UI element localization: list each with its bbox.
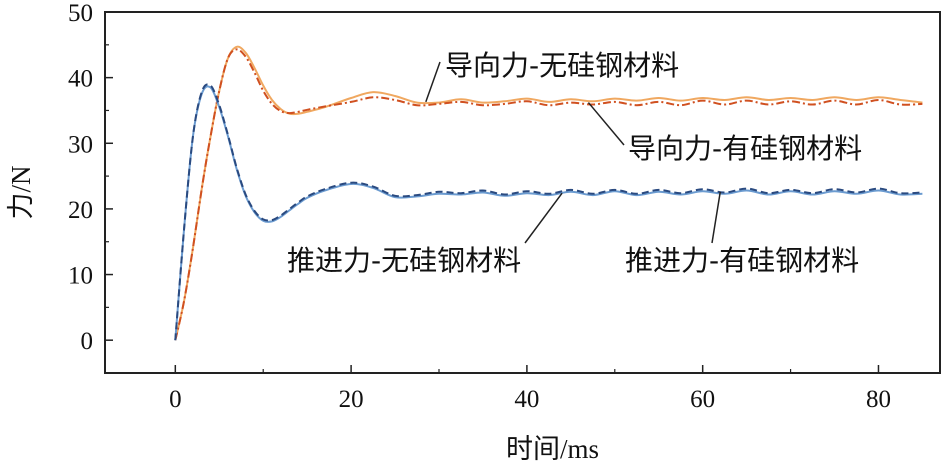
series-thrust-with-steel <box>174 83 923 341</box>
y-tick-label: 0 <box>81 328 94 355</box>
x-tick-label: 20 <box>339 386 364 413</box>
series-thrust-without-steel <box>174 85 923 341</box>
annotation-thrust-with-steel: 推进力-有硅钢材料 <box>625 244 859 277</box>
y-tick-label: 40 <box>68 66 93 93</box>
callout-line <box>587 102 625 146</box>
annotation-guide-force-without-steel: 导向力-无硅钢材料 <box>445 49 679 82</box>
annotation-thrust-without-steel: 推进力-无硅钢材料 <box>287 244 521 277</box>
ticks-layer: 0 20 40 60 80 0 10 20 30 40 50 <box>68 0 891 413</box>
series-guide-force-without-steel <box>174 45 923 341</box>
callout-layer <box>425 61 722 244</box>
callout-line <box>425 61 441 103</box>
x-axis-title: 时间/ms <box>506 434 599 464</box>
x-tick-label: 60 <box>690 386 715 413</box>
y-tick-label: 30 <box>68 131 93 158</box>
callout-line <box>524 192 563 244</box>
callout-line <box>711 191 722 244</box>
series-guide-force-with-steel <box>174 48 923 341</box>
plot-area-frame <box>104 11 941 374</box>
y-tick-label: 10 <box>68 263 93 290</box>
x-tick-label: 80 <box>866 386 891 413</box>
y-axis-title: 力/N <box>6 166 36 220</box>
annotation-guide-force-with-steel: 导向力-有硅钢材料 <box>628 132 862 165</box>
x-tick-label: 40 <box>514 386 539 413</box>
series-layer <box>174 45 923 341</box>
y-tick-label: 50 <box>68 0 93 27</box>
x-tick-label: 0 <box>169 386 182 413</box>
y-tick-label: 20 <box>68 197 93 224</box>
